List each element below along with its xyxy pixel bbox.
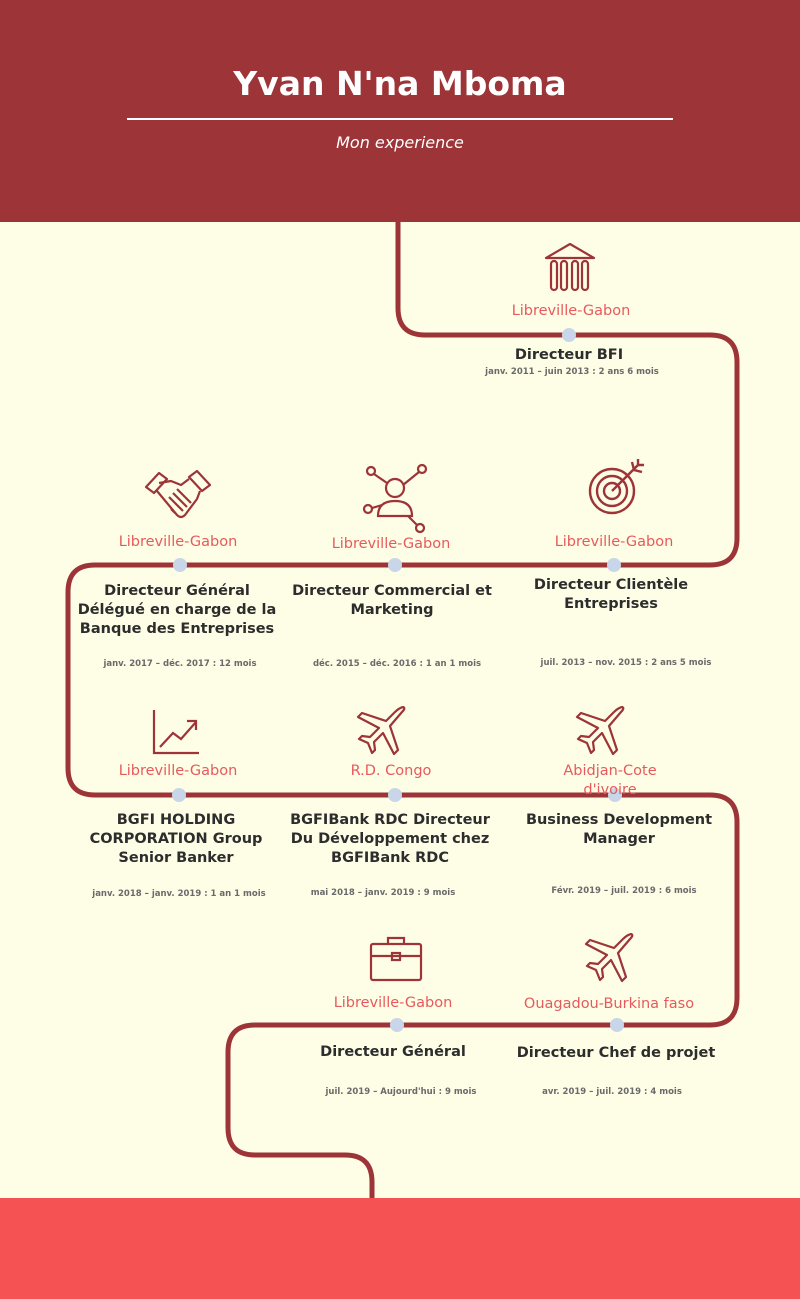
location-label: Libreville-Gabon xyxy=(333,995,453,1011)
location-label: Libreville-Gabon xyxy=(331,536,451,552)
airplane-icon xyxy=(356,706,406,756)
job-title: Directeur Commercial et Marketing xyxy=(292,583,492,618)
timeline-dot xyxy=(608,788,622,802)
job-title: BGFIBank RDC Directeur Du Développement … xyxy=(290,812,490,866)
location-label: Libreville-Gabon xyxy=(554,534,674,550)
header-banner: Yvan N'na Mboma Mon experience xyxy=(0,0,800,222)
location-label: Abidjan-Cote d'ivoire xyxy=(563,763,657,798)
footer-banner xyxy=(0,1198,800,1299)
briefcase-icon xyxy=(369,936,423,982)
job-title: Directeur BFI xyxy=(514,347,624,363)
target-icon xyxy=(588,459,644,515)
network-person-icon xyxy=(362,463,428,533)
timeline-dot xyxy=(173,558,187,572)
job-title: Business Development Manager xyxy=(525,812,713,847)
timeline-dots xyxy=(172,328,624,1032)
title-divider xyxy=(127,118,673,120)
job-title: Directeur Général Délégué en charge de l… xyxy=(77,583,277,637)
job-title: Directeur Clientèle Entreprises xyxy=(533,577,689,612)
location-label: R.D. Congo xyxy=(350,763,432,779)
job-dates: Févr. 2019 – juil. 2019 : 6 mois xyxy=(551,886,697,896)
job-title: BGFI HOLDING CORPORATION Group Senior Ba… xyxy=(89,812,263,866)
location-label: Libreville-Gabon xyxy=(118,763,238,779)
page-subtitle: Mon experience xyxy=(336,133,464,152)
page-title: Yvan N'na Mboma xyxy=(233,64,567,103)
job-dates: avr. 2019 – juil. 2019 : 4 mois xyxy=(542,1087,682,1097)
location-label: Ouagadou-Burkina faso xyxy=(523,996,695,1012)
airplane-icon xyxy=(575,706,625,756)
job-dates: janv. 2018 – janv. 2019 : 1 an 1 mois xyxy=(92,889,266,899)
timeline-dot xyxy=(172,788,186,802)
location-label: Libreville-Gabon xyxy=(118,534,238,550)
timeline-dot xyxy=(607,558,621,572)
timeline-dot xyxy=(390,1018,404,1032)
job-title: Directeur Chef de projet xyxy=(516,1045,716,1061)
growth-chart-icon xyxy=(152,710,199,755)
job-dates: janv. 2011 – juin 2013 : 2 ans 6 mois xyxy=(485,367,659,377)
location-label: Libreville-Gabon xyxy=(511,303,631,319)
job-title: Directeur Général xyxy=(320,1044,466,1060)
timeline-dot xyxy=(610,1018,624,1032)
handshake-icon xyxy=(144,469,212,519)
airplane-icon xyxy=(584,933,634,983)
job-dates: déc. 2015 – déc. 2016 : 1 an 1 mois xyxy=(312,659,482,669)
timeline-dot xyxy=(388,788,402,802)
job-dates: juil. 2019 – Aujourd'hui : 9 mois xyxy=(325,1087,477,1097)
job-dates: mai 2018 – janv. 2019 : 9 mois xyxy=(310,888,456,898)
timeline-dot xyxy=(388,558,402,572)
job-dates: juil. 2013 – nov. 2015 : 2 ans 5 mois xyxy=(540,658,712,668)
bank-icon xyxy=(544,242,596,292)
timeline-dot xyxy=(562,328,576,342)
job-dates: janv. 2017 – déc. 2017 : 12 mois xyxy=(103,659,257,669)
